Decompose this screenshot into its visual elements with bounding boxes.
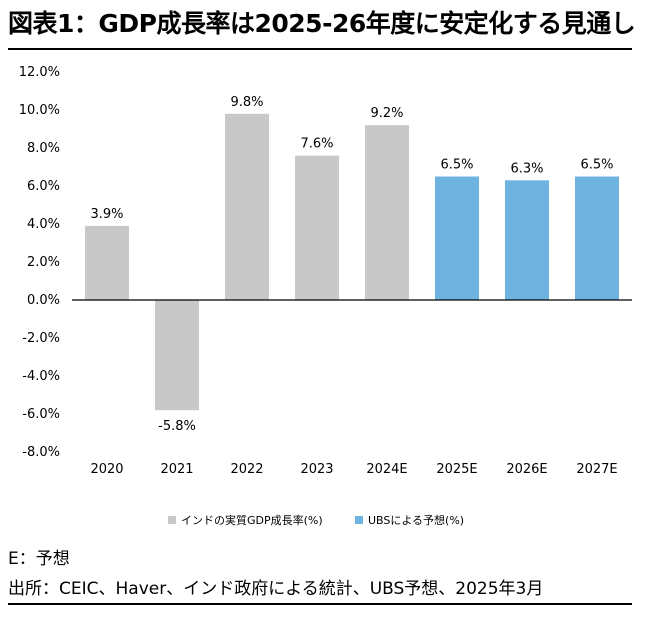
legend: インドの実質GDP成長率(%) UBSによる予想(%): [168, 513, 464, 527]
y-tick-label: -8.0%: [22, 445, 60, 460]
y-tick-label: 2.0%: [27, 255, 60, 270]
bar-2020: [85, 225, 129, 300]
y-tick-label: 8.0%: [27, 141, 60, 156]
y-tick-label: -4.0%: [22, 369, 60, 384]
data-label-2023: 7.6%: [300, 137, 333, 152]
y-tick-label: 10.0%: [19, 103, 60, 118]
legend-swatch-2: [355, 516, 363, 524]
y-tick-label: 0.0%: [27, 293, 60, 308]
x-tick-label: 2021: [160, 462, 193, 477]
legend-label-1: インドの実質GDP成長率(%): [181, 513, 323, 527]
source-note: 出所：CEIC、Haver、インド政府による統計、UBS予想、2025年3月: [8, 579, 544, 599]
y-tick-label: -6.0%: [22, 407, 60, 422]
title-rule: [8, 48, 632, 50]
y-tick-label: 6.0%: [27, 179, 60, 194]
data-label-2020: 3.9%: [90, 207, 123, 222]
bar-2022: [225, 113, 269, 300]
bar-2027E: [575, 176, 619, 300]
chart-title: 図表1：GDP成長率は2025-26年度に安定化する見通し: [8, 9, 636, 38]
x-tick-label: 2022: [230, 462, 263, 477]
data-label-2021: -5.8%: [158, 419, 196, 434]
x-tick-label: 2023: [300, 462, 333, 477]
x-tick-label: 2027E: [576, 462, 617, 477]
bar-2021: [155, 300, 199, 411]
data-label-2025E: 6.5%: [440, 158, 473, 173]
legend-label-2: UBSによる予想(%): [368, 513, 464, 527]
y-tick-label: -2.0%: [22, 331, 60, 346]
bar-2023: [295, 155, 339, 300]
forecast-note: E：予想: [8, 549, 70, 569]
y-tick-label: 12.0%: [19, 65, 60, 80]
x-axis: 2020 2021 2022 2023 2024E 2025E 2026E 2027E: [90, 462, 617, 477]
x-tick-label: 2020: [90, 462, 123, 477]
bottom-rule: [8, 603, 632, 605]
data-label-2022: 9.8%: [230, 95, 263, 110]
legend-swatch-1: [168, 516, 176, 524]
bar-2025E: [435, 176, 479, 300]
y-tick-label: 4.0%: [27, 217, 60, 232]
bar-2024E: [365, 125, 409, 300]
x-tick-label: 2026E: [506, 462, 547, 477]
y-axis: 12.0% 10.0% 8.0% 6.0% 4.0% 2.0% 0.0% -2.0% -4.0%…: [19, 65, 60, 460]
data-label-2024E: 9.2%: [370, 106, 403, 121]
bar-chart: 12.0% 10.0% 8.0% 6.0% 4.0% 2.0% 0.0% -2.0% -4.0%…: [19, 65, 632, 527]
x-tick-label: 2025E: [436, 462, 477, 477]
data-label-2026E: 6.3%: [510, 161, 543, 176]
data-label-2027E: 6.5%: [580, 158, 613, 173]
bar-2026E: [505, 180, 549, 300]
bars: [72, 113, 632, 411]
data-labels: 3.9% -5.8% 9.8% 7.6% 9.2% 6.5% 6.3% 6.5%: [90, 95, 613, 434]
x-tick-label: 2024E: [366, 462, 407, 477]
